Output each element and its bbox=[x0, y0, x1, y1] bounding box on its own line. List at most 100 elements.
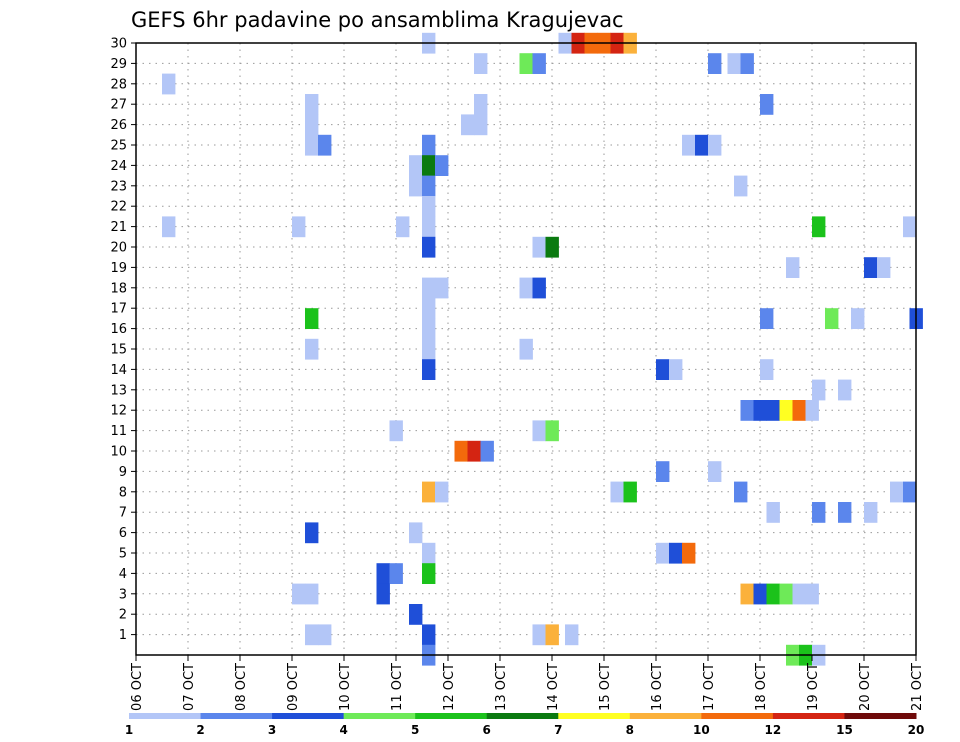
x-tick-label: 13 OCT bbox=[494, 663, 509, 711]
precip-cell bbox=[480, 440, 494, 462]
precip-cell bbox=[435, 481, 449, 503]
precip-cell bbox=[656, 542, 670, 564]
precip-cell bbox=[422, 359, 436, 380]
precip-cell bbox=[766, 583, 780, 605]
y-tick-label: 6 bbox=[119, 526, 127, 541]
precip-cell bbox=[305, 624, 319, 646]
y-tick-label: 11 bbox=[110, 424, 127, 439]
legend-swatch bbox=[772, 713, 845, 719]
x-tick-label: 15 OCT bbox=[598, 663, 613, 711]
x-axis: 06 OCT 07 OCT 08 OCT 09 OCT 10 OCT 11 OCT 12 O… bbox=[130, 655, 925, 711]
precip-cell bbox=[532, 236, 546, 258]
precip-cell bbox=[779, 583, 793, 605]
precip-cell bbox=[825, 308, 839, 329]
precip-cell bbox=[435, 277, 449, 299]
legend-swatch bbox=[200, 713, 273, 719]
color-legend: 1 2 3 4 5 6 7 8 10 12 15 20 bbox=[125, 713, 924, 737]
legend-swatch bbox=[415, 713, 488, 719]
y-tick-label: 28 bbox=[110, 77, 127, 92]
precip-cell bbox=[708, 461, 722, 482]
y-tick-label: 29 bbox=[110, 57, 127, 72]
y-tick-label: 27 bbox=[110, 98, 127, 113]
precip-cell bbox=[162, 216, 176, 238]
precip-cell bbox=[422, 298, 436, 319]
precip-cell bbox=[669, 359, 683, 380]
x-tick-label: 11 OCT bbox=[390, 663, 405, 711]
precip-cell bbox=[760, 94, 774, 115]
precip-cell bbox=[305, 522, 319, 544]
y-tick-label: 24 bbox=[110, 159, 127, 174]
y-tick-label: 2 bbox=[119, 608, 127, 623]
precip-cell bbox=[409, 175, 423, 197]
precip-cell bbox=[422, 481, 436, 503]
precip-cell bbox=[812, 216, 826, 238]
legend-swatch bbox=[629, 713, 702, 719]
x-tick-label: 14 OCT bbox=[546, 663, 561, 711]
y-tick-label: 13 bbox=[110, 383, 127, 398]
precip-cell bbox=[467, 440, 481, 462]
legend-swatch bbox=[486, 713, 559, 719]
precip-cell bbox=[532, 53, 546, 74]
precip-cell bbox=[305, 94, 319, 115]
precip-cell bbox=[669, 542, 683, 564]
precip-cell bbox=[422, 624, 436, 646]
y-tick-label: 20 bbox=[110, 241, 127, 256]
precip-cell bbox=[864, 502, 878, 523]
legend-label: 5 bbox=[411, 723, 419, 737]
precip-cell bbox=[903, 216, 917, 238]
y-tick-label: 1 bbox=[119, 628, 127, 643]
precip-cell bbox=[760, 359, 774, 380]
precip-cell bbox=[864, 257, 878, 278]
precip-cell bbox=[708, 134, 722, 156]
precip-cell bbox=[805, 400, 819, 421]
precip-cell bbox=[740, 53, 754, 74]
y-tick-label: 23 bbox=[110, 179, 127, 194]
legend-swatch bbox=[558, 713, 631, 719]
precip-cell bbox=[786, 257, 800, 278]
precip-cell bbox=[422, 277, 436, 299]
precip-cell bbox=[838, 502, 852, 523]
precip-cell bbox=[318, 624, 332, 646]
legend-label: 6 bbox=[483, 723, 491, 737]
y-tick-label: 14 bbox=[110, 363, 127, 378]
precip-cell bbox=[422, 175, 436, 197]
precip-cell bbox=[435, 155, 449, 176]
precip-cell bbox=[474, 53, 488, 74]
legend-label: 3 bbox=[268, 723, 276, 737]
legend-label: 1 bbox=[125, 723, 133, 737]
legend-label: 2 bbox=[196, 723, 204, 737]
y-tick-label: 21 bbox=[110, 220, 127, 235]
precip-cell bbox=[474, 114, 488, 136]
precip-cell bbox=[422, 216, 436, 238]
x-tick-label: 21 OCT bbox=[910, 663, 925, 711]
precip-cell bbox=[454, 440, 468, 462]
legend-label: 7 bbox=[554, 723, 562, 737]
legend-swatch bbox=[844, 713, 917, 719]
precip-cell bbox=[519, 338, 533, 360]
legend-swatch bbox=[343, 713, 416, 719]
precip-cell bbox=[292, 583, 306, 605]
precip-cell bbox=[727, 53, 741, 74]
legend-label: 15 bbox=[836, 723, 853, 737]
precip-cell bbox=[623, 481, 637, 503]
precip-cell bbox=[318, 134, 332, 156]
chart-title: GEFS 6hr padavine po ansamblima Kragujev… bbox=[131, 8, 624, 32]
legend-label: 8 bbox=[626, 723, 634, 737]
y-tick-label: 9 bbox=[119, 465, 127, 480]
precip-cell bbox=[656, 359, 670, 380]
y-tick-label: 15 bbox=[110, 343, 127, 358]
precip-cell bbox=[792, 400, 806, 421]
precip-cell bbox=[532, 624, 546, 646]
precip-cell bbox=[389, 563, 403, 584]
precip-cell bbox=[740, 583, 754, 605]
y-tick-label: 25 bbox=[110, 139, 127, 154]
precip-cell bbox=[422, 542, 436, 564]
precip-cell bbox=[389, 420, 403, 442]
y-tick-label: 8 bbox=[119, 485, 127, 500]
precip-cell bbox=[519, 277, 533, 299]
x-tick-label: 17 OCT bbox=[702, 663, 717, 711]
legend-swatch bbox=[272, 713, 345, 719]
precip-cell bbox=[903, 481, 917, 503]
precip-cell bbox=[422, 196, 436, 217]
